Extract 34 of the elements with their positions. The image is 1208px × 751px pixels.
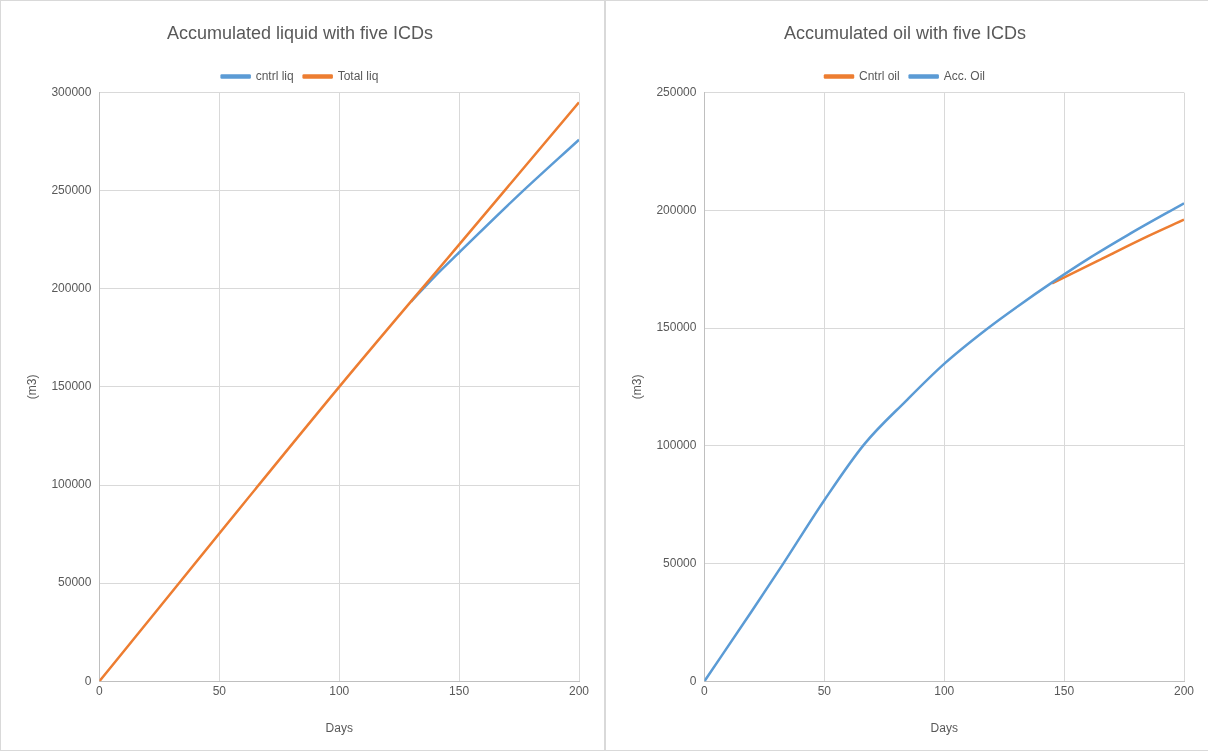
x-tick-label: 150 [449, 683, 470, 698]
legend-label: Cntrl oil [858, 68, 900, 83]
x-tick-label: 50 [817, 683, 832, 698]
chart-title: Accumulated liquid with five ICDs [166, 22, 434, 43]
y-tick-label: 0 [689, 673, 697, 688]
x-tick-label: 100 [329, 683, 350, 698]
y-tick-label: 50000 [58, 575, 92, 590]
x-tick-label: 0 [701, 683, 709, 698]
line-series [1050, 218, 1184, 285]
chart-title: Accumulated oil with five ICDs [783, 22, 1027, 43]
y-tick-label: 200000 [51, 281, 92, 296]
y-tick-label: 100000 [51, 477, 92, 492]
y-tick-label: 50000 [663, 555, 697, 570]
y-tick-label: 250000 [51, 183, 92, 198]
legend-label: Acc. Oil [943, 68, 986, 83]
legend-label: cntrl liq [255, 68, 294, 83]
x-tick-label: 200 [1173, 683, 1195, 698]
x-tick-label: 150 [1054, 683, 1075, 698]
x-axis-title: Days [930, 721, 958, 736]
y-tick-label: 200000 [656, 202, 697, 217]
x-tick-label: 200 [568, 683, 590, 698]
y-tick-label: 0 [84, 673, 92, 688]
y-tick-label: 300000 [51, 84, 92, 99]
y-axis-title: (m3) [629, 374, 644, 400]
y-axis-title: (m3) [24, 374, 39, 400]
x-tick-label: 50 [212, 683, 227, 698]
legend-label: Total liq [337, 68, 379, 83]
x-tick-label: 0 [96, 683, 104, 698]
x-tick-label: 100 [934, 683, 955, 698]
y-tick-label: 150000 [656, 320, 697, 335]
y-tick-label: 250000 [656, 84, 697, 99]
y-tick-label: 150000 [51, 379, 92, 394]
y-tick-label: 100000 [656, 438, 697, 453]
x-axis-title: Days [325, 721, 353, 736]
